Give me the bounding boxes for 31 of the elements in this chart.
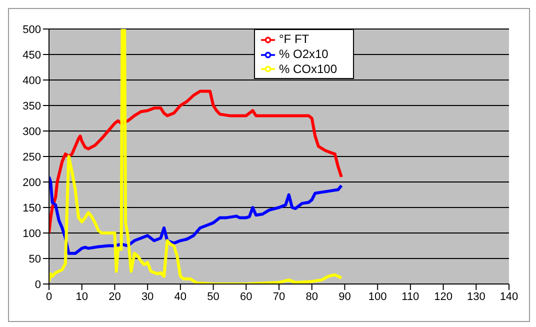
x-tick-label: 90	[338, 290, 351, 303]
x-tick-label: 40	[174, 290, 187, 303]
line-series	[49, 175, 343, 255]
legend-label: °F FT	[279, 32, 310, 46]
x-tick-label: 50	[207, 290, 220, 303]
x-tick-label: 80	[306, 290, 318, 303]
x-tick-label: 130	[466, 290, 486, 303]
y-tick-label: 450	[22, 49, 41, 62]
x-tick-label: 70	[272, 290, 286, 303]
x-tick-label: 0	[46, 290, 52, 303]
x-tick-label: 110	[402, 290, 420, 303]
y-tick-label: 100	[22, 228, 41, 240]
x-tick-label: 20	[108, 290, 121, 303]
y-tick-label: 0	[34, 278, 41, 291]
line-series	[49, 90, 343, 234]
x-tick-label: 10	[76, 290, 88, 303]
x-tick-label: 140	[500, 290, 518, 303]
x-tick-label: 60	[240, 290, 252, 303]
y-tick-label: 400	[22, 74, 41, 87]
y-tick-label: 150	[22, 202, 41, 214]
y-tick-label: 50	[28, 253, 41, 266]
y-tick-label: 300	[22, 126, 41, 138]
x-tick-label: 30	[141, 290, 154, 303]
legend-label: % COx100	[279, 62, 338, 76]
y-tick-label: 350	[22, 100, 41, 112]
x-tick-label: 120	[434, 290, 452, 303]
y-tick-label: 200	[22, 176, 41, 189]
y-tick-label: 250	[22, 151, 41, 164]
legend-label: % O2x10	[279, 46, 328, 61]
y-tick-label: 500	[22, 24, 41, 36]
x-tick-label: 100	[368, 290, 387, 303]
